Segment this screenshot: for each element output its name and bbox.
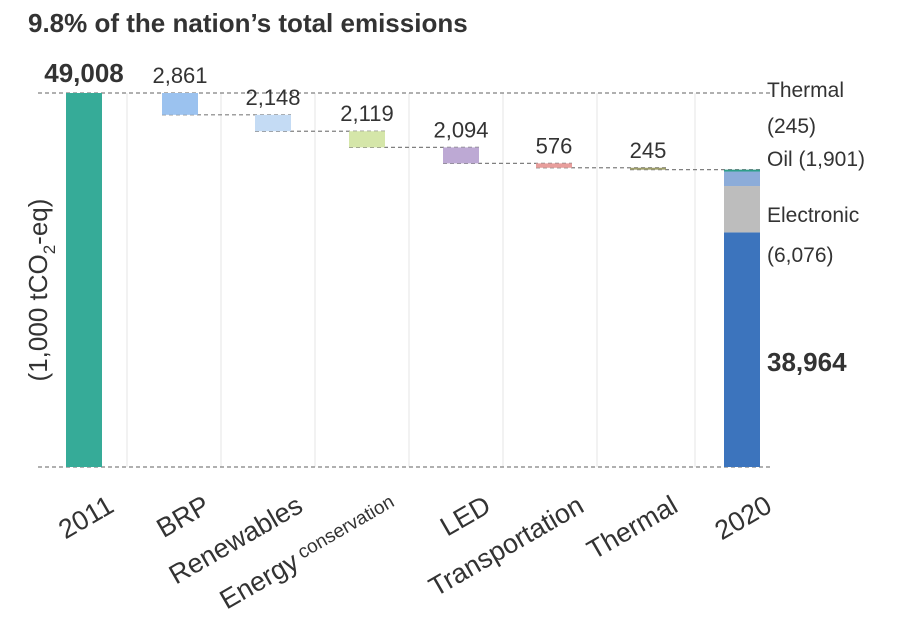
annotation-electronic: Electronic (767, 204, 859, 227)
bar-2020-segment (724, 232, 760, 467)
annotation-electronic-value: (6,076) (767, 244, 834, 267)
data-label-step: 2,861 (152, 63, 207, 88)
y-axis-label-subscript: 2 (40, 245, 59, 254)
x-tick-label: 2011 (53, 490, 118, 545)
grid-lines (126, 93, 696, 467)
data-label-step: 576 (536, 133, 573, 158)
annotation-thermal-value: (245) (767, 115, 816, 138)
y-axis-label: (1,000 tCO2-eq) (23, 199, 59, 382)
chart-title: 9.8% of the nation’s total emissions (28, 8, 468, 38)
data-label-step: 2,148 (245, 85, 300, 110)
data-label-step: 2,094 (433, 117, 488, 142)
bar-step (162, 93, 198, 115)
data-label-2011: 49,008 (44, 58, 124, 88)
bar-step (349, 131, 385, 148)
bar-step (255, 114, 291, 132)
data-label-2020: 38,964 (767, 347, 847, 377)
y-axis-label-main: (1,000 tCO (23, 254, 53, 381)
x-tick-label-suffix: conservation (290, 491, 398, 566)
y-axis-label-end: -eq) (23, 199, 53, 245)
bar-2020-segment (724, 169, 760, 172)
data-label-step: 2,119 (340, 101, 393, 126)
bars (66, 93, 760, 467)
bar-step (630, 167, 666, 170)
bar-2020-segment (724, 171, 760, 187)
x-tick-label: Thermal (582, 490, 683, 565)
annotation-thermal: Thermal (767, 79, 844, 102)
x-tick-label: BRP (152, 490, 215, 544)
bar-step (536, 163, 572, 168)
annotation-oil: Oil (1,901) (767, 148, 865, 171)
bar-step (443, 147, 479, 164)
x-tick-label: Transportation (424, 490, 589, 603)
bar-2020-segment (724, 186, 760, 233)
x-tick-label: 2020 (710, 490, 777, 546)
x-tick-label: LED (435, 490, 495, 542)
data-label-step: 245 (630, 138, 667, 163)
bar-2011 (66, 93, 102, 467)
